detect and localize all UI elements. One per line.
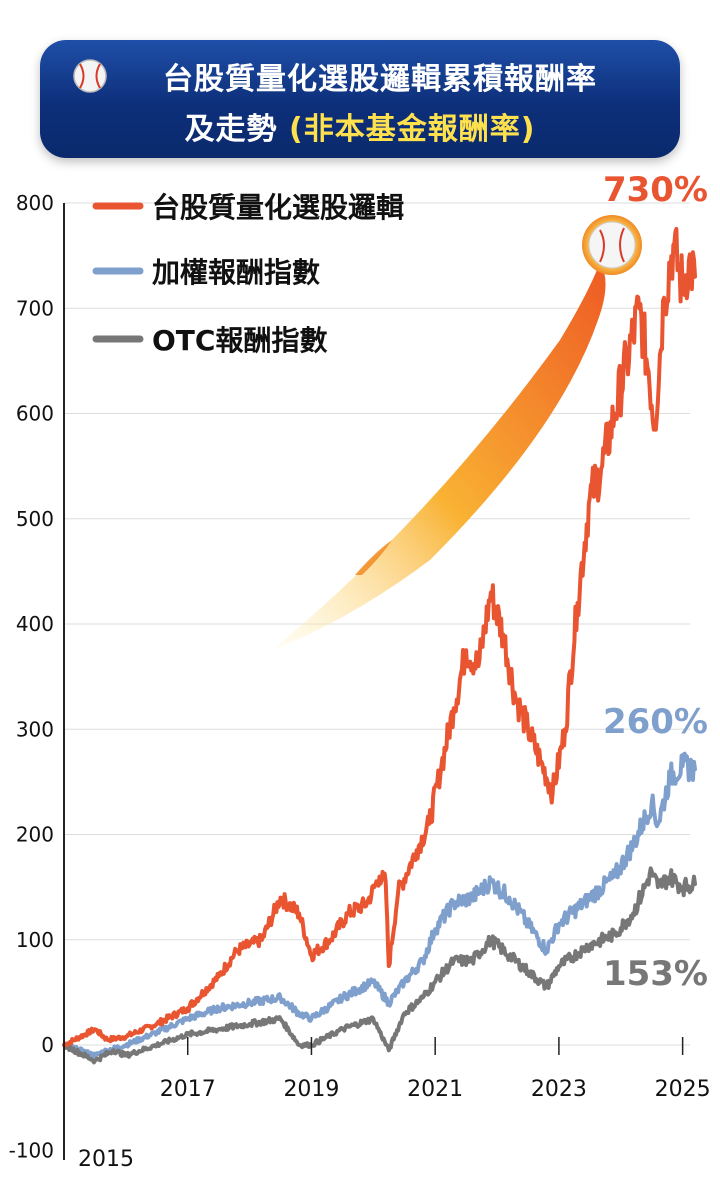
banner-disclaimer: (非本基金報酬率) [289,112,536,147]
end-labels: 730% 260% 153% [603,170,708,994]
series-end-label: 260% [603,702,708,742]
y-tick-label: 500 [16,507,54,531]
x-tick-label: 2023 [531,1077,587,1102]
legend-label: 台股質量化選股邏輯 [152,191,404,224]
series-end-label: 730% [603,170,708,210]
y-axis-ticks: 800 700 600 500 400 300 200 100 0 -100 [9,191,54,1162]
series-line [62,751,697,1059]
y-tick-label: -100 [9,1138,54,1162]
title-banner: 台股質量化選股邏輯累積報酬率 及走勢 (非本基金報酬率) [40,40,680,158]
legend-label: OTC報酬指數 [152,324,327,357]
x-start-label: 2015 [78,1147,134,1172]
x-tick-label: 2025 [655,1077,711,1102]
y-tick-label: 700 [16,296,54,320]
x-tick-label: 2017 [160,1077,216,1102]
grid-lines [64,202,690,1046]
banner-title-line1: 台股質量化選股邏輯累積報酬率 [163,62,597,97]
series-line [62,226,697,1048]
x-axis-ticks: 2017 2019 2021 2023 2025 [160,1037,711,1102]
x-tick-label: 2021 [407,1077,463,1102]
banner-title-line2: 及走勢 (非本基金報酬率) [40,104,680,148]
baseball-icon [73,59,107,93]
y-tick-label: 300 [16,717,54,741]
y-tick-label: 800 [16,191,54,215]
x-tick-label: 2019 [283,1077,339,1102]
y-tick-label: 100 [16,928,54,952]
banner-title-line2-main: 及走勢 [184,112,278,147]
series-layer [62,226,697,1065]
y-tick-label: 400 [16,612,54,636]
series-end-label: 153% [603,954,708,994]
comet-decoration [272,215,642,650]
y-tick-label: 200 [16,823,54,847]
y-tick-label: 600 [16,402,54,426]
y-tick-label: 0 [41,1033,54,1057]
series-line [62,866,697,1065]
legend-label: 加權報酬指數 [152,256,320,289]
